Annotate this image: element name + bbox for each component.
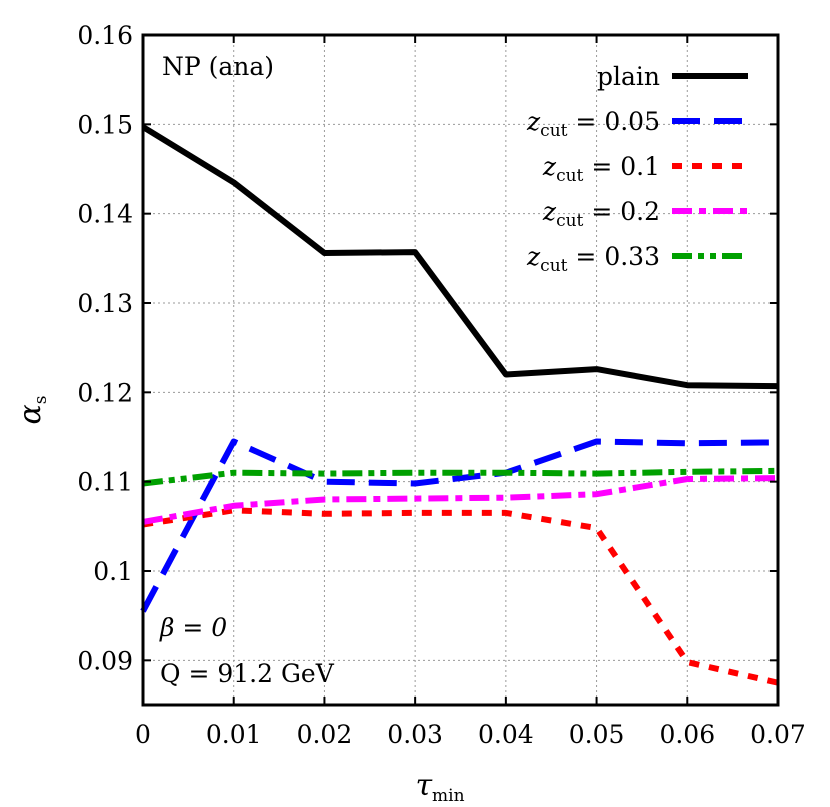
x-tick-label: 0.07	[750, 720, 806, 749]
x-tick-label: 0.01	[206, 720, 262, 749]
annotation-q: Q = 91.2 GeV	[160, 659, 335, 688]
x-tick-label: 0.06	[659, 720, 715, 749]
series-line-4	[142, 467, 779, 487]
legend-label-3: zcut = 0.2	[542, 197, 660, 231]
y-tick-label: 0.15	[77, 110, 133, 139]
x-tick-label: 0.03	[387, 720, 443, 749]
y-tick-label: 0.12	[77, 378, 133, 407]
x-tick-label: 0.02	[297, 720, 353, 749]
plot-frame	[141, 33, 780, 707]
legend: plain zcut = 0.05 zcut = 0.1 zcut = 0.2 zcut…	[526, 62, 748, 276]
x-tick-label: 0.04	[478, 720, 534, 749]
legend-label-4: zcut = 0.33	[526, 242, 660, 276]
x-tick-label: 0.05	[569, 720, 625, 749]
y-tick-label: 0.1	[93, 557, 133, 586]
series-line-2	[142, 507, 779, 686]
y-tick-label: 0.09	[77, 646, 133, 675]
x-tick-label: 0	[135, 720, 151, 749]
y-tick-label: 0.13	[77, 289, 133, 318]
y-tick-label: 0.16	[77, 21, 133, 50]
grid	[143, 35, 778, 705]
series-line-3	[142, 475, 779, 525]
annotation-np-ana: NP (ana)	[162, 52, 274, 81]
x-axis-label: τmin	[415, 768, 464, 806]
y-tick-label: 0.14	[77, 200, 133, 229]
y-tick-label: 0.11	[77, 468, 133, 497]
series-line-0	[141, 124, 779, 390]
annotation-beta: β = 0	[159, 613, 227, 642]
axis-ticks: 0 0.01 0.02 0.03 0.04 0.05 0.06 0.07 0.09 0.1 0.11…	[77, 21, 806, 749]
series-line-1	[140, 438, 779, 613]
legend-label-1: zcut = 0.05	[526, 107, 660, 141]
legend-label-2: zcut = 0.1	[542, 152, 660, 186]
legend-label-0: plain	[597, 62, 660, 91]
series-lines	[140, 124, 779, 686]
y-axis-label: αs	[13, 396, 51, 425]
